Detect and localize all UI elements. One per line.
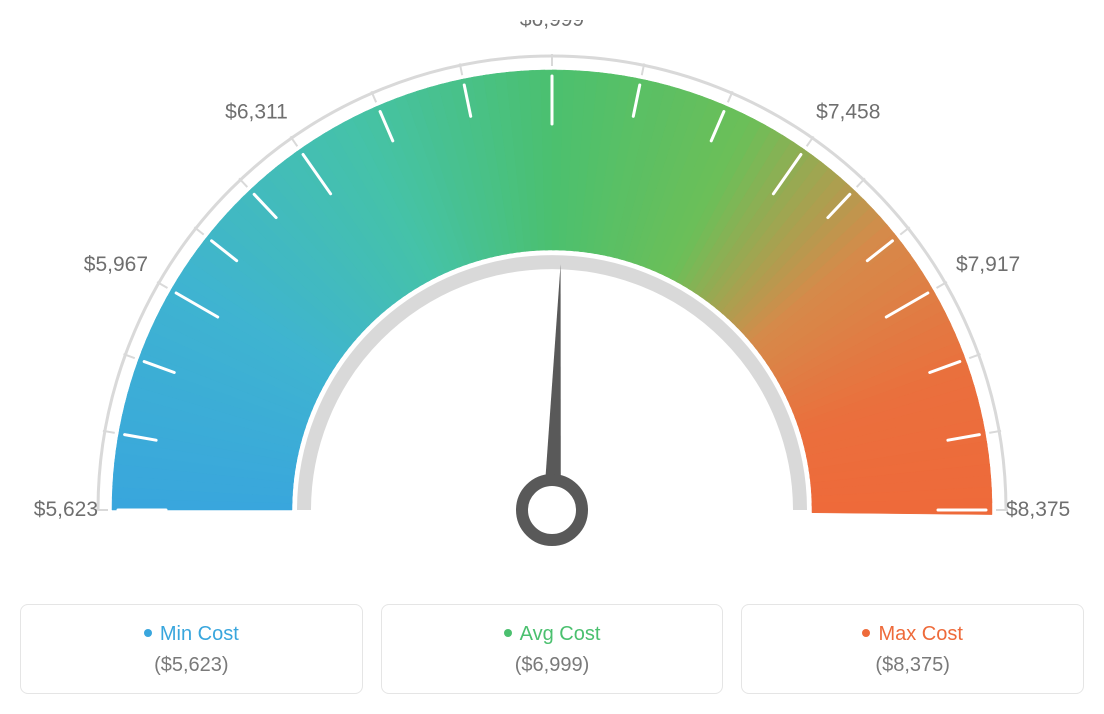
gauge-tick-label: $7,458: [816, 100, 880, 123]
legend-min-dot-icon: [144, 629, 152, 637]
legend-card-avg: Avg Cost ($6,999): [381, 604, 724, 694]
gauge-needle-hub: [522, 480, 582, 540]
legend-min-title: Min Cost: [33, 623, 350, 646]
legend-avg-value: ($6,999): [394, 654, 711, 677]
legend-max-title: Max Cost: [754, 623, 1071, 646]
legend-avg-dot-icon: [504, 629, 512, 637]
legend-max-dot-icon: [862, 629, 870, 637]
gauge-tick-label: $6,311: [225, 100, 288, 123]
legend-max-label: Max Cost: [878, 623, 962, 645]
gauge-chart: $5,623 $5,967 $6,311 $6,999 $7,458 $7,917 $8,3…: [22, 20, 1082, 580]
legend-card-min: Min Cost ($5,623): [20, 604, 363, 694]
gauge-tick-label: $5,967: [84, 253, 148, 276]
legend-max-value: ($8,375): [754, 654, 1071, 677]
legend-avg-title: Avg Cost: [394, 623, 711, 646]
legend-min-label: Min Cost: [160, 623, 239, 645]
gauge-tick-label: $5,623: [34, 498, 98, 521]
legend-row: Min Cost ($5,623) Avg Cost ($6,999) Max …: [20, 604, 1084, 694]
gauge-container: $5,623 $5,967 $6,311 $6,999 $7,458 $7,917 $8,3…: [20, 20, 1084, 580]
legend-avg-label: Avg Cost: [520, 623, 601, 645]
gauge-tick-label: $8,375: [1006, 498, 1070, 521]
legend-min-value: ($5,623): [33, 654, 350, 677]
gauge-tick-label: $6,999: [520, 20, 584, 31]
gauge-tick-label: $7,917: [956, 253, 1020, 276]
cost-gauge-widget: $5,623 $5,967 $6,311 $6,999 $7,458 $7,917 $8,3…: [20, 20, 1084, 694]
legend-card-max: Max Cost ($8,375): [741, 604, 1084, 694]
